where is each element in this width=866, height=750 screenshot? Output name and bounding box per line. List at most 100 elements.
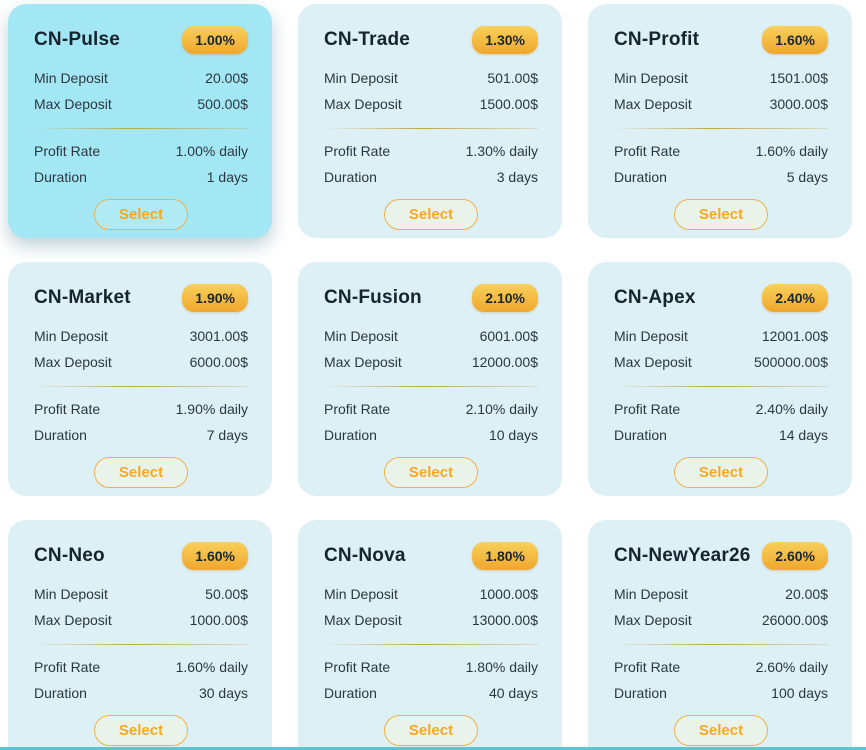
duration-value: 100 days [771,685,828,702]
duration-label: Duration [34,169,87,186]
max-deposit-label: Max Deposit [324,612,402,629]
plan-card: CN-Profit 1.60% Min Deposit 1501.00$ Max … [588,4,852,238]
min-deposit-value: 501.00$ [487,70,538,86]
min-deposit-value: 50.00$ [205,586,248,602]
plan-name: CN-Neo [34,545,105,566]
rate-badge: 1.80% [472,542,538,570]
duration-label: Duration [614,427,667,444]
duration-value: 14 days [778,427,828,444]
plan-name: CN-Trade [324,29,411,50]
profit-rate-value: 1.60% daily [175,659,248,676]
profit-rate-label: Profit Rate [34,401,101,418]
min-deposit-value: 12001.00$ [761,328,828,344]
select-button[interactable]: Select [383,199,479,231]
plan-card: CN-Nova 1.80% Min Deposit 1000.00$ Max De… [298,520,562,750]
duration-label: Duration [324,685,377,702]
plan-card: CN-Market 1.90% Min Deposit 3001.00$ Max … [8,262,272,496]
profit-rate-label: Profit Rate [34,659,101,676]
plan-card: CN-NewYear26 2.60% Min Deposit 20.00$ Max… [588,520,852,750]
rate-badge: 1.30% [472,26,538,54]
duration-label: Duration [34,685,87,702]
divider [324,644,538,646]
plan-card: CN-Fusion 2.10% Min Deposit 6001.00$ Max … [298,262,562,496]
max-deposit-label: Max Deposit [34,612,112,629]
duration-label: Duration [324,169,377,186]
profit-rate-label: Profit Rate [614,659,681,676]
profit-rate-value: 1.30% daily [465,143,538,160]
max-deposit-label: Max Deposit [614,354,692,371]
min-deposit-value: 20.00$ [785,586,828,602]
min-deposit-label: Min Deposit [34,586,108,602]
divider [614,128,828,130]
select-button[interactable]: Select [93,199,189,231]
select-button[interactable]: Select [383,457,479,489]
max-deposit-label: Max Deposit [324,96,402,113]
select-button[interactable]: Select [673,199,769,231]
duration-value: 40 days [488,685,538,702]
profit-rate-label: Profit Rate [324,401,391,418]
duration-label: Duration [614,685,667,702]
plan-card: CN-Neo 1.60% Min Deposit 50.00$ Max Depos… [8,520,272,750]
max-deposit-label: Max Deposit [614,612,692,629]
profit-rate-value: 2.40% daily [755,401,828,418]
plan-card: CN-Trade 1.30% Min Deposit 501.00$ Max De… [298,4,562,238]
profit-rate-value: 1.80% daily [465,659,538,676]
profit-rate-label: Profit Rate [614,401,681,418]
rate-badge: 2.10% [472,284,538,312]
duration-label: Duration [324,427,377,444]
min-deposit-label: Min Deposit [324,328,398,344]
profit-rate-value: 1.60% daily [755,143,828,160]
duration-label: Duration [614,169,667,186]
max-deposit-value: 500000.00$ [754,354,828,371]
divider [34,644,248,646]
plan-name: CN-Nova [324,545,406,566]
duration-value: 30 days [198,685,248,702]
select-button[interactable]: Select [93,457,189,489]
plan-name: CN-Market [34,287,131,308]
max-deposit-value: 26000.00$ [761,612,828,629]
profit-rate-label: Profit Rate [614,143,681,160]
plan-name: CN-Apex [614,287,696,308]
max-deposit-value: 6000.00$ [189,354,248,371]
profit-rate-label: Profit Rate [324,143,391,160]
plan-name: CN-Pulse [34,29,121,50]
min-deposit-label: Min Deposit [324,70,398,86]
min-deposit-value: 1501.00$ [769,70,828,86]
profit-rate-label: Profit Rate [34,143,101,160]
plan-name: CN-Profit [614,29,700,50]
select-button[interactable]: Select [673,457,769,489]
rate-badge: 1.00% [182,26,248,54]
max-deposit-value: 1000.00$ [189,612,248,629]
max-deposit-label: Max Deposit [34,96,112,113]
rate-badge: 1.90% [182,284,248,312]
min-deposit-label: Min Deposit [324,586,398,602]
min-deposit-label: Min Deposit [34,70,108,86]
rate-badge: 2.40% [762,284,828,312]
min-deposit-label: Min Deposit [614,328,688,344]
profit-rate-value: 1.90% daily [175,401,248,418]
divider [324,128,538,130]
min-deposit-value: 3001.00$ [189,328,248,344]
max-deposit-value: 1500.00$ [479,96,538,113]
divider [614,644,828,646]
plan-name: CN-Fusion [324,287,422,308]
select-button[interactable]: Select [383,715,479,747]
min-deposit-value: 6001.00$ [479,328,538,344]
rate-badge: 1.60% [762,26,828,54]
select-button[interactable]: Select [93,715,189,747]
duration-value: 7 days [206,427,248,444]
duration-value: 3 days [496,169,538,186]
profit-rate-value: 1.00% daily [175,143,248,160]
max-deposit-value: 13000.00$ [471,612,538,629]
plan-card: CN-Pulse 1.00% Min Deposit 20.00$ Max Dep… [8,4,272,238]
max-deposit-label: Max Deposit [34,354,112,371]
divider [34,386,248,388]
rate-badge: 1.60% [182,542,248,570]
min-deposit-label: Min Deposit [614,586,688,602]
max-deposit-value: 3000.00$ [769,96,828,113]
select-button[interactable]: Select [673,715,769,747]
divider [324,386,538,388]
profit-rate-value: 2.10% daily [465,401,538,418]
min-deposit-value: 20.00$ [205,70,248,86]
